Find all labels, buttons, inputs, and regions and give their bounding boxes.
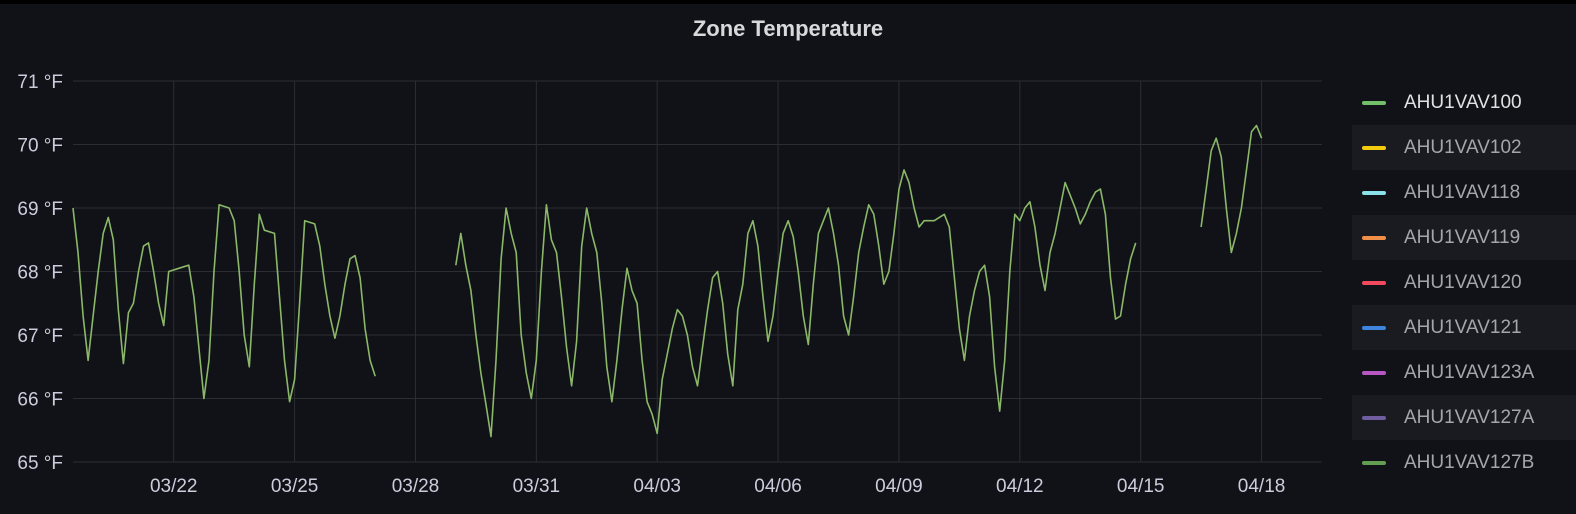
legend-label: AHU1VAV127B	[1404, 451, 1535, 473]
legend-label: AHU1VAV100	[1404, 91, 1522, 113]
x-tick-label: 04/12	[996, 476, 1044, 497]
y-tick-label: 66 °F	[17, 390, 63, 411]
y-tick-label: 71 °F	[17, 72, 63, 93]
legend-item[interactable]: AHU1VAV118	[1352, 170, 1576, 215]
legend-label: AHU1VAV120	[1404, 271, 1522, 293]
grid-lines	[73, 80, 1322, 463]
legend-swatch-icon	[1362, 190, 1386, 195]
x-tick-label: 04/03	[633, 476, 681, 497]
legend-label: AHU1VAV123A	[1404, 361, 1535, 383]
legend-item[interactable]: AHU1VAV121	[1352, 305, 1576, 350]
legend-item[interactable]: AHU1VAV127B	[1352, 440, 1576, 485]
y-tick-label: 68 °F	[17, 263, 63, 284]
legend: AHU1VAV100 AHU1VAV102 AHU1VAV118 AHU1VAV119…	[1352, 80, 1576, 514]
x-tick-label: 03/28	[392, 476, 440, 497]
x-tick-label: 03/31	[513, 476, 561, 497]
y-tick-label: 65 °F	[17, 453, 63, 474]
legend-item[interactable]: AHU1VAV119	[1352, 215, 1576, 260]
legend-swatch-icon	[1362, 460, 1386, 465]
x-tick-label: 04/15	[1117, 476, 1165, 497]
legend-swatch-icon	[1362, 145, 1386, 150]
y-axis-ticks: 65 °F 66 °F 67 °F 68 °F 69 °F 70 °F 71 °F	[17, 72, 63, 474]
legend-item[interactable]: AHU1VAV102	[1352, 125, 1576, 170]
legend-label: AHU1VAV127A	[1404, 406, 1535, 428]
x-axis-ticks: 03/22 03/25 03/28 03/31 04/03 04/06 04/09 04/12…	[150, 476, 1285, 497]
x-tick-label: 04/06	[754, 476, 802, 497]
legend-item[interactable]: AHU1VAV123A	[1352, 350, 1576, 395]
y-tick-label: 67 °F	[17, 326, 63, 347]
series-line	[455, 169, 1137, 438]
x-tick-label: 03/22	[150, 476, 198, 497]
legend-swatch-icon	[1362, 280, 1386, 285]
chart-panel: Zone Temperature 65 °F 66 °F 67 °F 68 °F 69 …	[0, 4, 1576, 514]
x-tick-label: 03/25	[271, 476, 319, 497]
line-chart: 65 °F 66 °F 67 °F 68 °F 69 °F 70 °F 71 °F 03/2…	[17, 72, 1322, 497]
legend-label: AHU1VAV119	[1404, 226, 1521, 248]
series-line	[1200, 124, 1263, 254]
legend-label: AHU1VAV121	[1404, 316, 1522, 338]
legend-swatch-icon	[1362, 370, 1386, 375]
legend-item[interactable]: AHU1VAV120	[1352, 260, 1576, 305]
panel-title: Zone Temperature	[692, 16, 884, 41]
legend-swatch-icon	[1362, 325, 1386, 330]
legend-label: AHU1VAV118	[1404, 181, 1521, 203]
y-tick-label: 70 °F	[17, 136, 63, 157]
legend-item[interactable]: AHU1VAV100	[1352, 80, 1576, 125]
legend-swatch-icon	[1362, 100, 1386, 105]
x-tick-label: 04/18	[1238, 476, 1286, 497]
legend-item[interactable]: AHU1VAV127A	[1352, 395, 1576, 440]
series-line	[72, 204, 376, 403]
legend-swatch-icon	[1362, 415, 1386, 420]
legend-swatch-icon	[1362, 235, 1386, 240]
series-lines	[72, 124, 1263, 438]
x-tick-label: 04/09	[875, 476, 923, 497]
legend-label: AHU1VAV102	[1404, 136, 1522, 158]
y-tick-label: 69 °F	[17, 199, 63, 220]
